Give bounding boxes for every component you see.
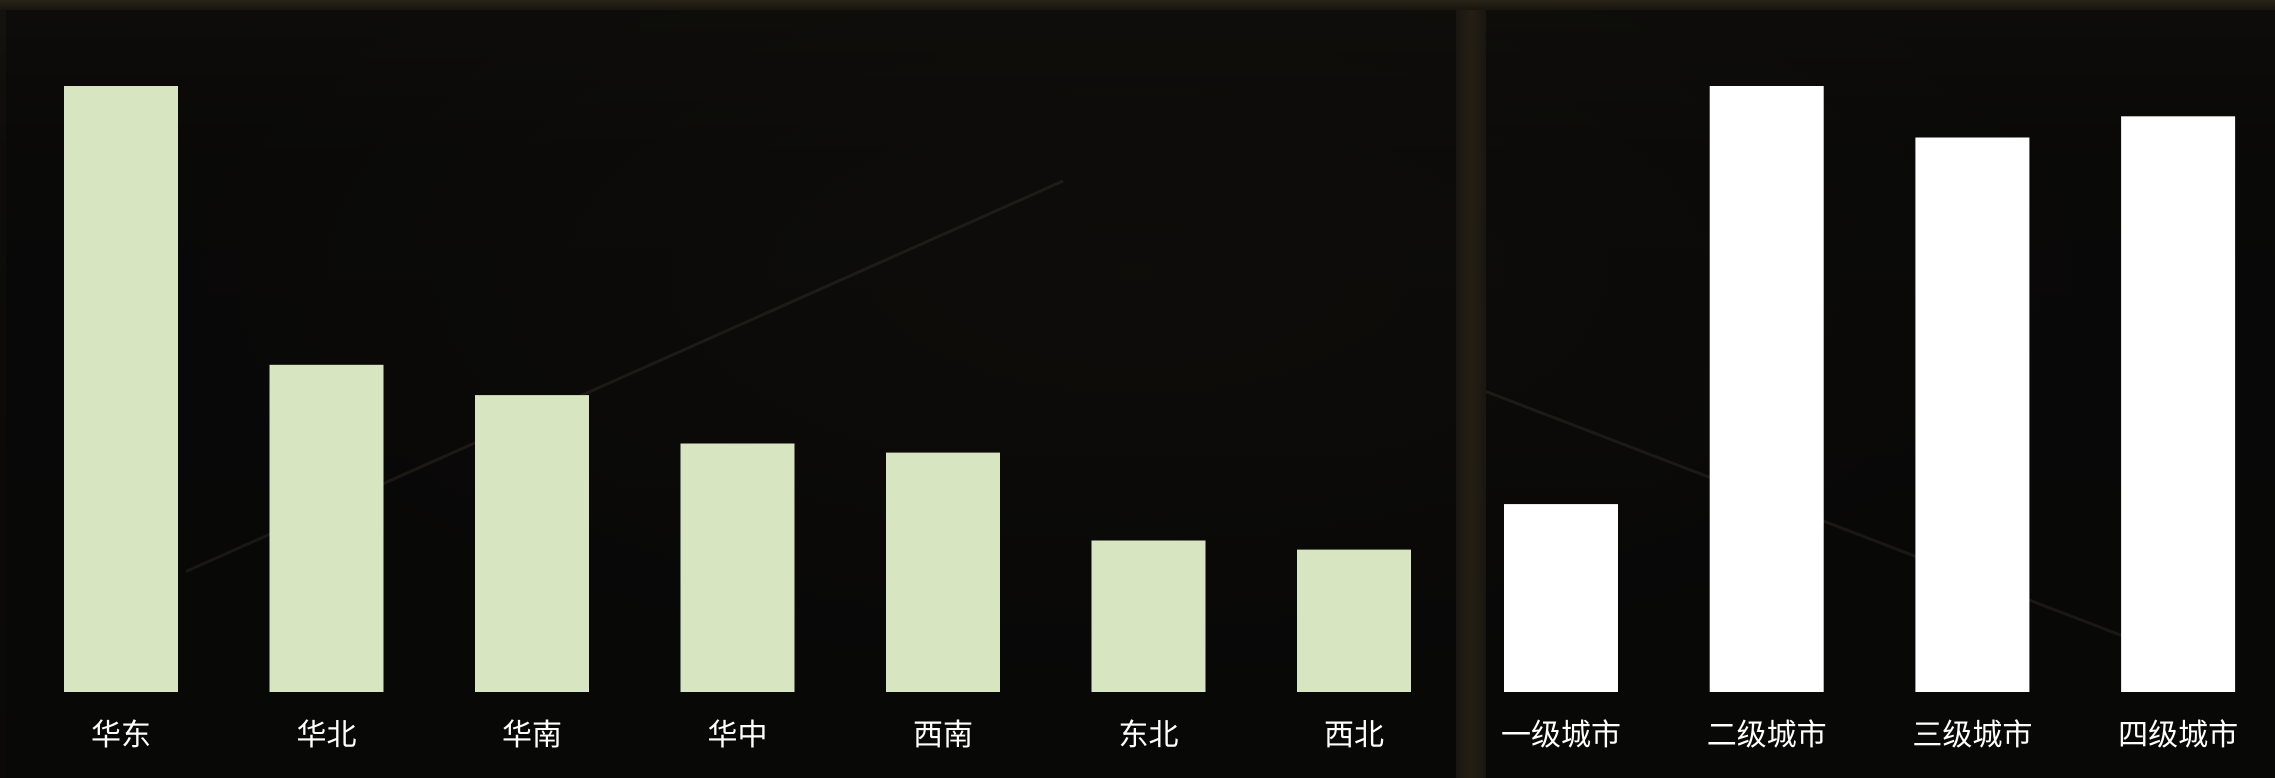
bar-华北 bbox=[269, 364, 384, 692]
bar-华东 bbox=[64, 86, 178, 692]
category-label: 三级城市 bbox=[1912, 718, 2032, 753]
top-strip bbox=[0, 0, 2275, 10]
region-bar-group: 华东 华北 华南 华中 西南 东北 西北 bbox=[64, 86, 1411, 753]
bar-二级城市 bbox=[1709, 86, 1824, 692]
category-label: 一级城市 bbox=[1501, 718, 1621, 753]
category-label: 西北 bbox=[1324, 718, 1384, 753]
bar-一级城市 bbox=[1504, 504, 1618, 692]
bar-四级城市 bbox=[2121, 116, 2236, 693]
category-label: 东北 bbox=[1119, 718, 1179, 753]
bar-华南 bbox=[475, 395, 589, 692]
category-label: 四级城市 bbox=[2118, 718, 2238, 753]
panel-divider bbox=[1456, 10, 1486, 778]
category-label: 华东 bbox=[91, 718, 151, 753]
category-label: 华南 bbox=[502, 718, 562, 753]
bar-华中 bbox=[680, 443, 795, 692]
bar-西南 bbox=[886, 452, 1000, 692]
bar-东北 bbox=[1091, 540, 1206, 692]
bar-三级城市 bbox=[1915, 137, 2030, 692]
bar-西北 bbox=[1297, 549, 1411, 692]
city-tier-bar-group: 一级城市 二级城市 三级城市 四级城市 bbox=[1501, 86, 2238, 753]
category-label: 华北 bbox=[297, 718, 357, 753]
category-label: 华中 bbox=[708, 718, 768, 753]
category-label: 西南 bbox=[913, 718, 973, 753]
category-label: 二级城市 bbox=[1707, 718, 1827, 753]
